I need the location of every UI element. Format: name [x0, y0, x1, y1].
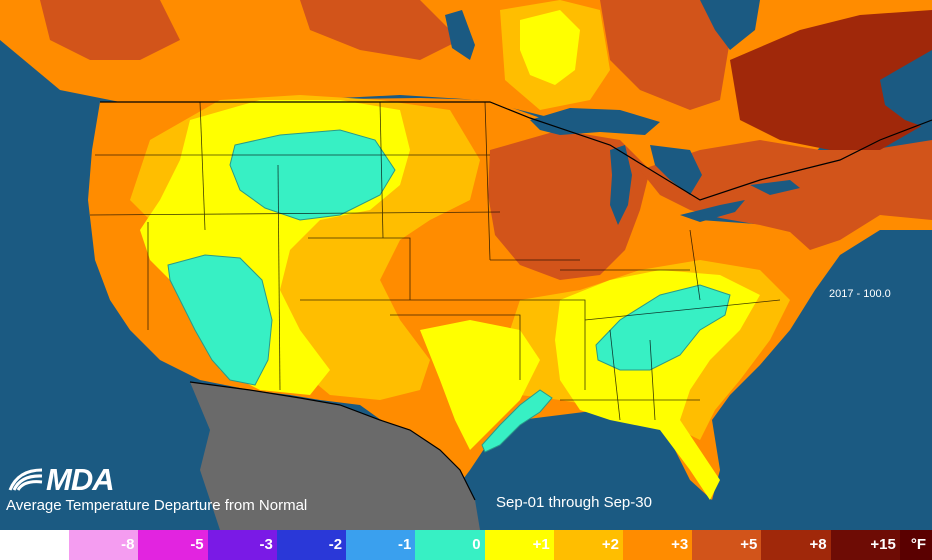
- region-northeast-warm: [640, 140, 932, 250]
- legend-bin-label: +15: [870, 536, 896, 553]
- gulf-of-st-lawrence: [880, 50, 932, 130]
- region-montana-cool: [229, 129, 396, 221]
- legend-bin-label: +3: [671, 536, 689, 553]
- legend-bin: -2: [276, 530, 347, 560]
- legend-bin: +5: [692, 530, 762, 560]
- mda-logo-swoosh-icon: [8, 468, 43, 491]
- lake-superior: [530, 108, 660, 135]
- legend-bin: +3: [622, 530, 693, 560]
- region-mexico: [190, 382, 480, 530]
- region-canada-east-band: [600, 0, 730, 110]
- mda-logo-text: MDA: [46, 462, 115, 497]
- lake-huron: [650, 145, 702, 195]
- hudson-bay-edge: [700, 0, 760, 50]
- legend-bin-label: +2: [601, 536, 619, 553]
- region-midwest-warm: [488, 130, 650, 280]
- region-southeast-near-normal: [555, 270, 760, 500]
- region-texas-near-normal: [420, 320, 540, 450]
- legend-unit: °F: [910, 536, 926, 553]
- legend-bin-label: -5: [190, 536, 204, 553]
- legend-bin: -8: [69, 530, 139, 560]
- region-louisiana-cool: [481, 389, 553, 453]
- legend-bin: +1: [484, 530, 554, 560]
- legend-bin-label: -1: [397, 536, 412, 553]
- legend-bin-label: +8: [809, 536, 827, 553]
- legend-bin: -15: [0, 530, 70, 560]
- legend-bin-label: -15: [43, 536, 66, 553]
- lake-winnipeg: [445, 10, 475, 60]
- legend-bin-label: -3: [259, 536, 273, 553]
- legend-bin: -5: [138, 530, 208, 560]
- legend-bin: +8: [761, 530, 831, 560]
- lake-ontario: [750, 180, 800, 195]
- region-canada-band: [300, 0, 460, 60]
- legend-bin-label: -8: [121, 536, 135, 553]
- lake-erie: [680, 200, 745, 222]
- mda-logo: MDA: [8, 462, 115, 498]
- region-quebec-warm: [730, 10, 932, 150]
- region-canada-west-band: [40, 0, 180, 60]
- run-id-label: 2017 - 100.0: [829, 288, 891, 300]
- legend-bin: +2: [553, 530, 623, 560]
- legend-bin-label: +1: [532, 536, 550, 553]
- region-great-basin-cool: [167, 254, 273, 386]
- legend-bin-label: -2: [328, 536, 343, 553]
- color-legend: -15 -8 -5 -3 -2 -1 0 +1 +2 +3 +5 +8 +15: [0, 530, 932, 560]
- lake-michigan: [610, 145, 632, 225]
- map-title: Average Temperature Departure from Norma…: [6, 497, 308, 514]
- temperature-map: [0, 0, 932, 530]
- legend-bin: +15: [830, 530, 900, 560]
- region-canada-near-normal: [520, 10, 580, 85]
- legend-unit-background: [899, 530, 932, 560]
- legend-bin-label: +5: [740, 536, 758, 553]
- legend-bin: -3: [207, 530, 277, 560]
- legend-bin: 0: [415, 530, 485, 560]
- date-range: Sep-01 through Sep-30: [496, 494, 652, 511]
- legend-bin-label: 0: [472, 536, 481, 553]
- region-tennessee-cool: [595, 284, 731, 371]
- us-mexico-border: [189, 381, 476, 501]
- legend-bin: -1: [346, 530, 416, 560]
- us-canada-border: [100, 101, 932, 201]
